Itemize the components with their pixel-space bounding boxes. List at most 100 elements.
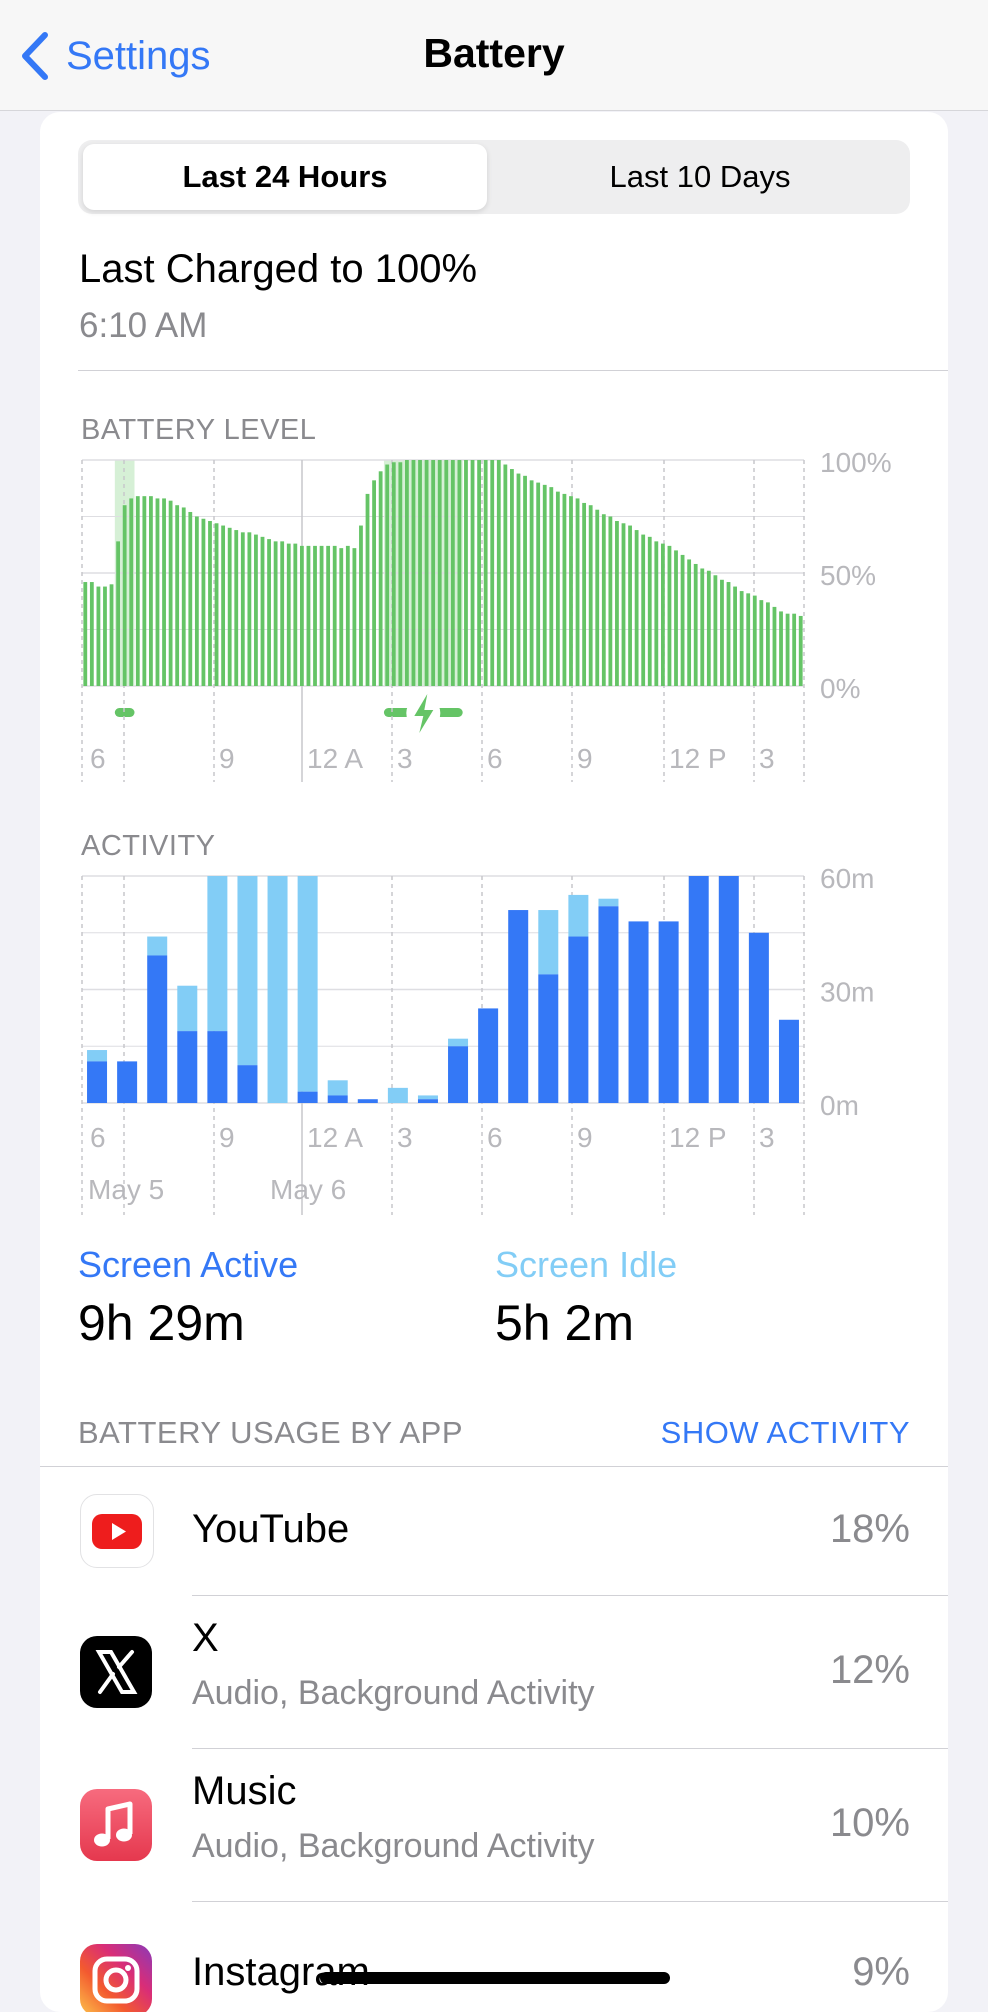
battery-bar [378,471,383,686]
app-name: X [192,1616,219,1660]
x-tick-label: 3 [759,743,775,774]
battery-bar [83,582,88,686]
battery-bar [706,570,711,686]
battery-bar [299,545,304,686]
battery-bar [418,460,422,686]
divider [192,1748,948,1749]
screen-active-bar [117,1061,138,1103]
battery-bar [720,579,724,686]
app-row-x[interactable]: X Audio, Background Activity 12% [40,1596,948,1748]
screen-active-bar [478,1008,499,1103]
x-tick-label: 6 [90,743,106,774]
battery-bar [194,516,199,686]
battery-bar [345,545,350,686]
screen-idle-bar [538,910,559,975]
battery-bar [470,460,475,686]
back-button[interactable]: Settings [20,28,211,84]
app-name: Music [192,1769,297,1813]
battery-bar [608,516,613,686]
charging-indicator [114,708,135,717]
screen-active-bar [87,1061,108,1103]
screen-idle-bar [327,1080,348,1096]
battery-bar [385,464,390,686]
battery-bar [214,523,219,686]
screen-active-bar [658,921,679,1103]
battery-bar [680,554,685,686]
battery-bar [555,491,560,686]
segment-last-24-hours[interactable]: Last 24 Hours [83,144,487,210]
battery-bar [359,525,363,686]
battery-bar [693,563,698,686]
screen-active-bar [327,1095,348,1103]
battery-bar [135,496,140,686]
navigation-bar: Settings Battery [0,0,988,111]
battery-bar [149,496,153,686]
battery-bar [339,548,344,686]
y-tick-label: 60m [820,863,874,894]
battery-bar [792,613,797,686]
screen-idle-bar [237,876,258,1066]
battery-bar [726,582,731,686]
screen-idle-bar [207,876,228,1032]
screen-active-bar [207,1031,228,1103]
battery-bar [483,460,488,686]
screen-active-bar [568,936,589,1103]
screen-active-bar [718,876,739,1103]
battery-bar [615,521,619,686]
x-tick-label: 9 [577,1122,593,1153]
screen-active-bar [297,1091,318,1103]
app-percentage: 10% [829,1801,910,1845]
battery-bar [490,460,495,686]
battery-bar [654,541,659,686]
screen-active-bar [538,974,559,1103]
battery-bar [254,534,258,686]
last-charged-time: 6:10 AM [79,306,208,345]
chevron-left-icon [22,32,48,80]
battery-bar [260,536,265,686]
app-row-instagram[interactable]: Instagram 9% [40,1902,948,2012]
battery-bar [601,514,606,686]
lightning-bolt-icon [414,694,434,733]
segment-last-10-days[interactable]: Last 10 Days [609,159,791,194]
x-tick-label: 9 [219,743,235,774]
screen-idle-bar [267,876,288,1103]
back-label: Settings [66,33,211,78]
date-label: May 6 [270,1174,346,1205]
app-row-youtube[interactable]: YouTube 18% [40,1467,948,1595]
battery-usage-header: BATTERY USAGE BY APP [78,1415,464,1450]
app-row-music[interactable]: Music Audio, Background Activity 10% [40,1749,948,1901]
battery-bar [221,525,226,686]
date-label: May 5 [88,1174,164,1205]
activity-chart: 60m 30m 0m 6 9 12 A 3 6 9 12 P 3 May 5 May 6 [81,863,874,1215]
x-tick-label: 12 P [669,1122,727,1153]
battery-bar [660,543,665,686]
x-tick-label: 12 P [669,743,727,774]
battery-bar [759,600,764,686]
y-tick-label: 30m [820,977,874,1008]
battery-bar [306,545,311,686]
battery-bar [628,525,632,686]
battery-bar [641,534,646,686]
battery-bar [313,545,317,686]
battery-bar [267,539,271,686]
battery-bar [621,523,626,686]
battery-bar [424,460,429,686]
music-note-icon [80,1789,152,1861]
battery-bar [293,543,298,686]
app-subtitle: Audio, Background Activity [192,1674,595,1712]
screen-idle-bar [568,894,589,937]
screen-active-bar [778,1019,799,1103]
screen-idle-bar [387,1087,408,1103]
battery-bar [404,460,409,686]
app-percentage: 12% [829,1648,910,1692]
battery-bar [234,530,239,686]
battery-bar [779,611,783,686]
battery-bar [188,511,193,686]
screen-idle-bar [417,1095,438,1100]
battery-bar [109,584,114,686]
screen-idle-bar [448,1038,469,1047]
screen-idle-value: 5h 2m [495,1295,634,1351]
battery-bar [713,575,718,686]
show-activity-button[interactable]: SHOW ACTIVITY [660,1415,910,1450]
battery-bar [411,460,416,686]
